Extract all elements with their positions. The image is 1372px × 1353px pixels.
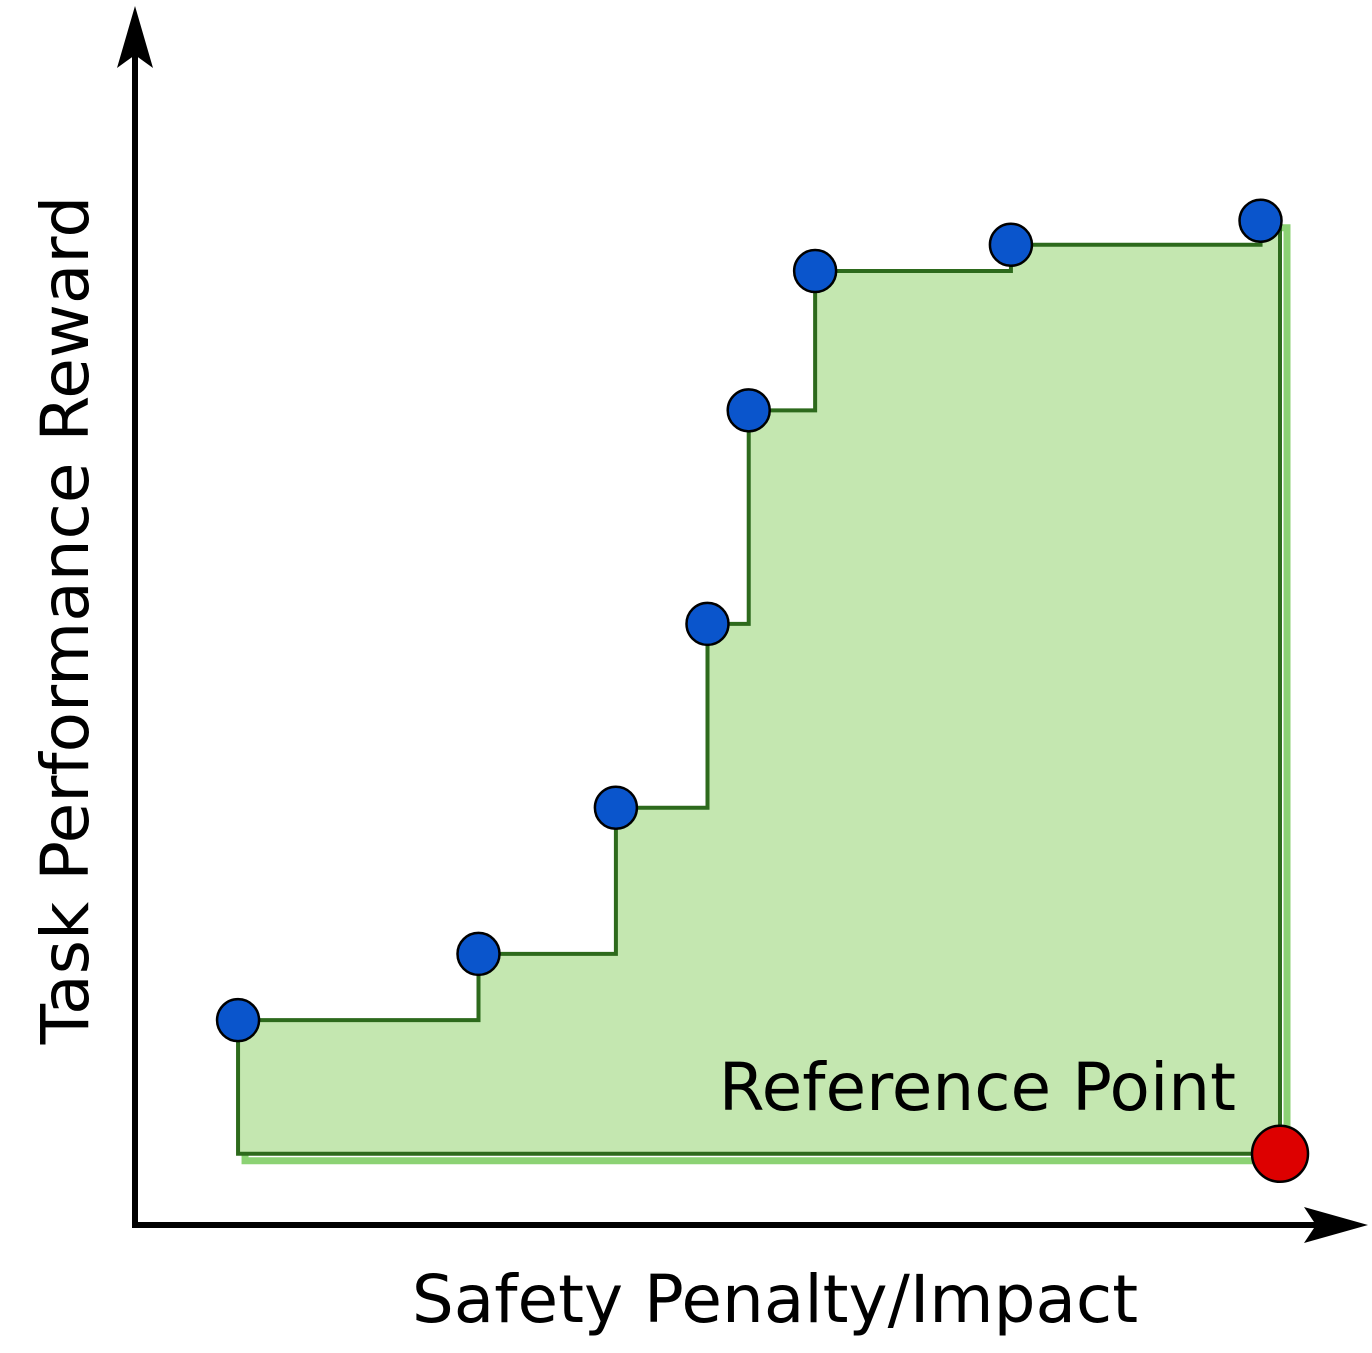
dominated-region-fill (238, 220, 1280, 1154)
pareto-point (1238, 198, 1283, 244)
pareto-point (593, 785, 639, 830)
reference-point (1250, 1124, 1310, 1184)
pareto-points (215, 198, 1283, 1043)
x-axis-label: Safety Penalty/Impact (412, 1261, 1138, 1338)
axes (117, 6, 1368, 1243)
pareto-point (792, 248, 838, 294)
pareto-point (685, 601, 730, 647)
y-axis-label: Task Performance Reward (27, 196, 104, 1045)
pareto-point (988, 222, 1034, 267)
reference-point-label: Reference Point (719, 1049, 1236, 1126)
pareto-point (456, 931, 501, 977)
pareto-point (215, 997, 261, 1043)
y-axis-arrow (117, 6, 153, 68)
dominated-region (236, 218, 1291, 1165)
pareto-point (726, 388, 771, 433)
x-axis-arrow (1304, 1207, 1368, 1243)
